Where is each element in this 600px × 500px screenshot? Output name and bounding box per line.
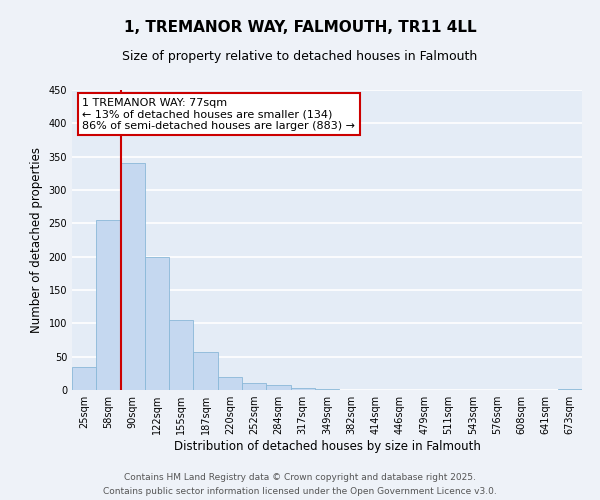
Bar [218,376,242,390]
Bar [266,386,290,390]
Text: 1, TREMANOR WAY, FALMOUTH, TR11 4LL: 1, TREMANOR WAY, FALMOUTH, TR11 4LL [124,20,476,35]
Y-axis label: Number of detached properties: Number of detached properties [30,147,43,333]
Text: Contains HM Land Registry data © Crown copyright and database right 2025.: Contains HM Land Registry data © Crown c… [124,473,476,482]
Bar [315,388,339,390]
Bar [169,320,193,390]
Bar [242,384,266,390]
Text: 1 TREMANOR WAY: 77sqm
← 13% of detached houses are smaller (134)
86% of semi-det: 1 TREMANOR WAY: 77sqm ← 13% of detached … [82,98,355,130]
Bar [558,388,582,390]
X-axis label: Distribution of detached houses by size in Falmouth: Distribution of detached houses by size … [173,440,481,453]
Bar [96,220,121,390]
Bar [193,352,218,390]
Bar [72,366,96,390]
Bar [121,164,145,390]
Text: Contains public sector information licensed under the Open Government Licence v3: Contains public sector information licen… [103,486,497,496]
Bar [290,388,315,390]
Text: Size of property relative to detached houses in Falmouth: Size of property relative to detached ho… [122,50,478,63]
Bar [145,256,169,390]
